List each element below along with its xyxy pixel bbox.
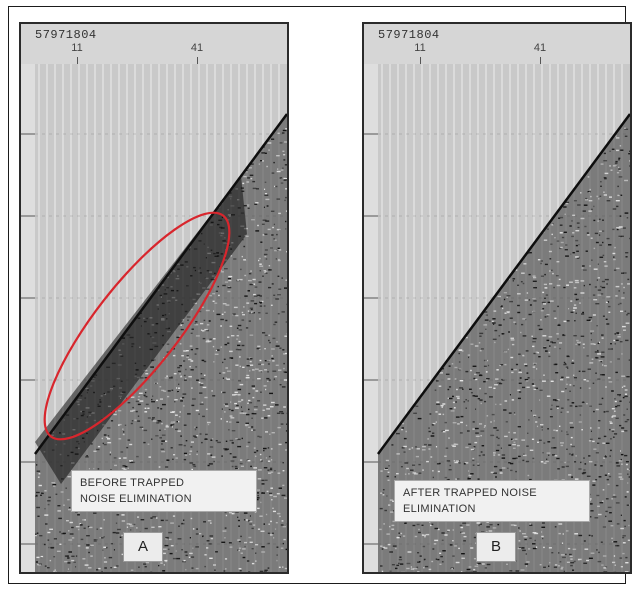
panel-b-trace-label-1: 11	[414, 42, 426, 54]
panel-a-trace-label-1: 11	[71, 42, 83, 54]
panel-a-id-label: 57971804	[35, 28, 97, 42]
signal-wedge	[378, 114, 630, 572]
panel-b-caption-line-2: ELIMINATION	[403, 503, 476, 515]
panel-b-letter: B	[476, 532, 516, 562]
gather-left-strip	[364, 64, 378, 572]
panel-b-caption: AFTER TRAPPED NOISE ELIMINATION	[394, 480, 590, 522]
panel-b-trace-label-2: 41	[533, 42, 547, 54]
panel-a-letter: A	[123, 532, 163, 562]
panel-b-header	[364, 24, 630, 64]
panel-a-before: 57971804 11 41 BEFORE TRAPPED NOISE ELIM…	[19, 22, 289, 574]
panel-a-caption-line-1: BEFORE TRAPPED	[80, 477, 185, 489]
panel-b-after: 57971804 11 41 AFTER TRAPPED NOISE ELIMI…	[362, 22, 632, 574]
panel-a-trace-label-2: 41	[190, 42, 204, 54]
gather-left-strip	[21, 64, 35, 572]
panel-b-id-label: 57971804	[378, 28, 440, 42]
panel-b-trace-tick-2	[540, 57, 541, 64]
panel-a-header	[21, 24, 287, 64]
trapped-noise-band	[35, 176, 247, 484]
panel-b-caption-line-1: AFTER TRAPPED NOISE	[403, 487, 537, 499]
panel-a-trace-tick-2	[197, 57, 198, 64]
panel-a-caption: BEFORE TRAPPED NOISE ELIMINATION	[71, 470, 257, 512]
first-break-line	[376, 113, 630, 455]
noise-highlight-ellipse	[43, 211, 231, 441]
panel-a-trace-tick-1	[77, 57, 78, 64]
seismic-speckle	[379, 127, 630, 572]
panel-a-caption-line-2: NOISE ELIMINATION	[80, 493, 192, 505]
panel-b-trace-tick-1	[420, 57, 421, 64]
